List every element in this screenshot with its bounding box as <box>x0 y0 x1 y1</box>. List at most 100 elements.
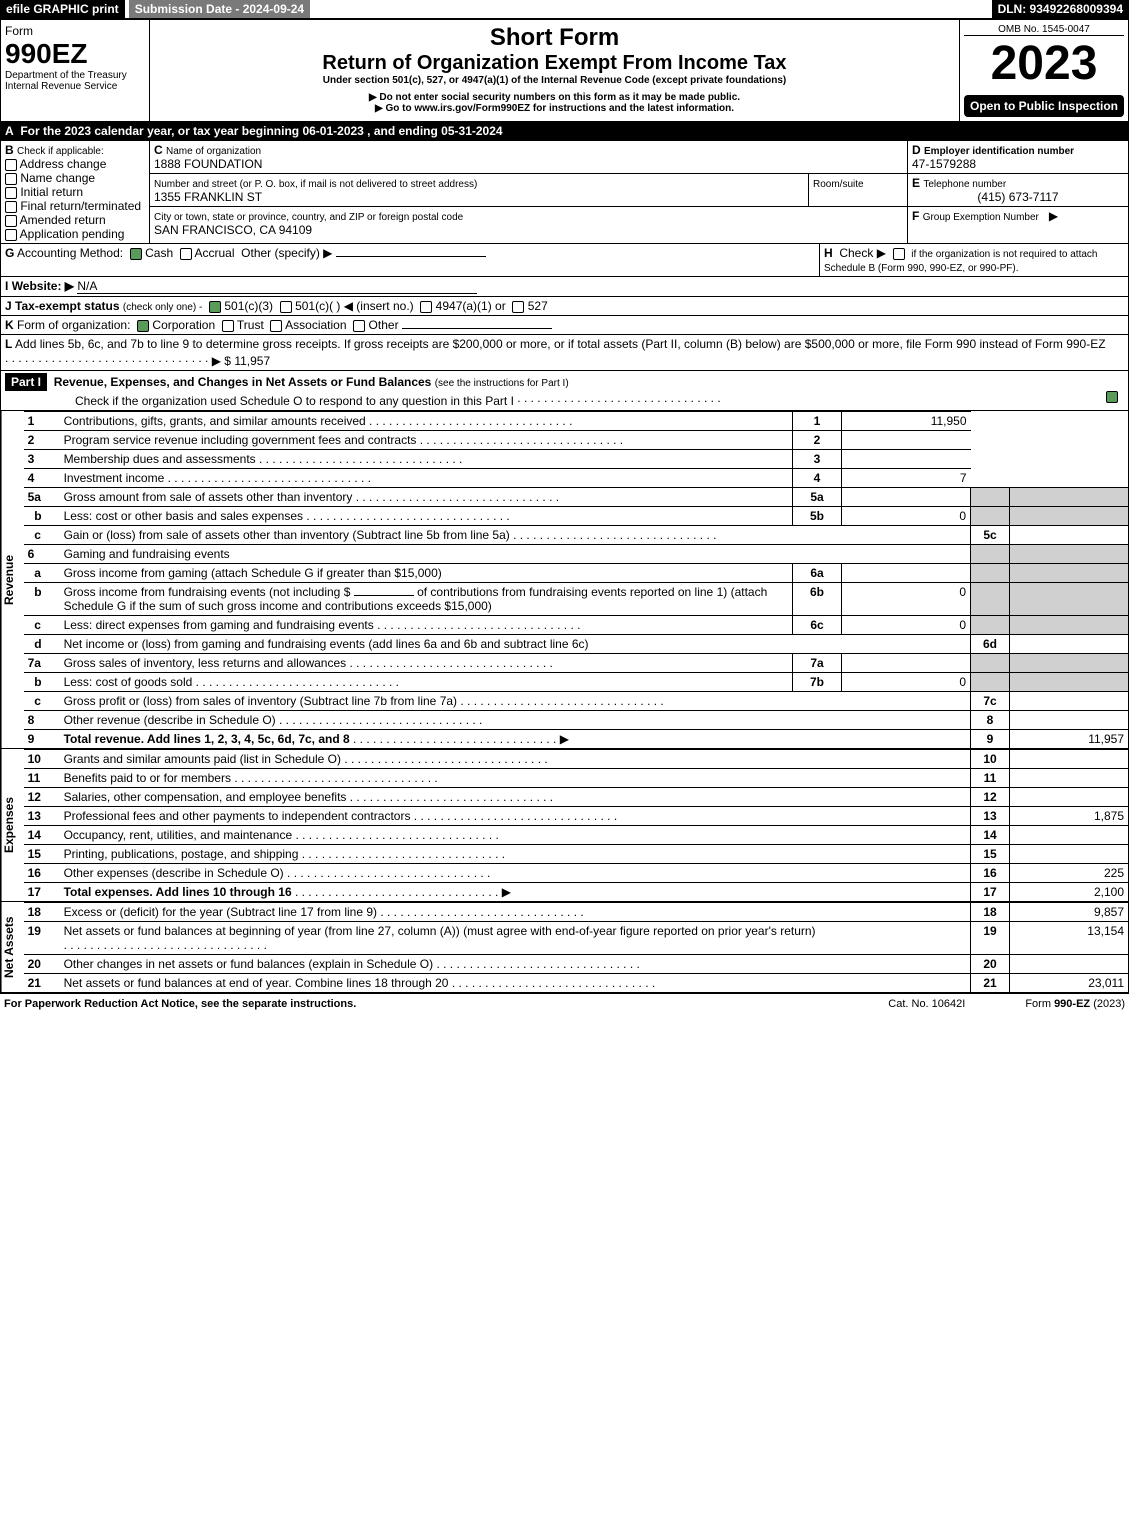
chk-application-pending[interactable] <box>5 229 17 241</box>
revenue-section: Revenue 1Contributions, gifts, grants, a… <box>0 411 1129 749</box>
chk-other-org[interactable] <box>353 320 365 332</box>
tax-exempt-label: Tax-exempt status <box>15 299 119 313</box>
expenses-table: 10Grants and similar amounts paid (list … <box>24 749 1128 901</box>
netassets-table: 18Excess or (deficit) for the year (Subt… <box>24 902 1128 992</box>
website-value: N/A <box>77 279 477 294</box>
omb-number: OMB No. 1545-0047 <box>964 24 1124 36</box>
section-i-label: I <box>5 279 8 293</box>
line-14-val <box>1010 826 1129 845</box>
line-8-val <box>1010 711 1129 730</box>
chk-trust[interactable] <box>222 320 234 332</box>
line-17-desc: Total expenses. Add lines 10 through 16 … <box>60 883 971 902</box>
line-6-desc: Gaming and fundraising events <box>60 545 971 564</box>
line-6b: bGross income from fundraising events (n… <box>24 583 1128 616</box>
line-5a-desc: Gross amount from sale of assets other t… <box>60 488 793 507</box>
line-13-desc: Professional fees and other payments to … <box>60 807 971 826</box>
chk-final-return-label: Final return/terminated <box>20 199 141 213</box>
chk-name-change[interactable] <box>5 173 17 185</box>
section-l: L Add lines 5b, 6c, and 7b to line 9 to … <box>0 335 1129 371</box>
chk-schedule-b[interactable] <box>893 248 905 260</box>
ein-label: Employer identification number <box>924 146 1074 157</box>
chk-4947[interactable] <box>420 301 432 313</box>
other-org-input[interactable] <box>402 328 552 329</box>
section-i: I Website: ▶ N/A <box>0 277 1129 297</box>
under-section: Under section 501(c), 527, or 4947(a)(1)… <box>154 75 955 86</box>
form-label: Form <box>5 24 145 38</box>
line-6d: dNet income or (loss) from gaming and fu… <box>24 635 1128 654</box>
chk-527[interactable] <box>512 301 524 313</box>
room-label: Room/suite <box>813 179 864 190</box>
city-label: City or town, state or province, country… <box>154 212 463 223</box>
line-6c-val: 0 <box>842 616 971 635</box>
chk-address-change[interactable] <box>5 159 17 171</box>
line-7c-val <box>1010 692 1129 711</box>
section-l-text: Add lines 5b, 6c, and 7b to line 9 to de… <box>15 337 1106 351</box>
line-6b-desc: Gross income from fundraising events (no… <box>60 583 793 616</box>
chk-501c[interactable] <box>280 301 292 313</box>
arrow-l: ▶ $ <box>212 354 231 368</box>
line-6c-desc: Less: direct expenses from gaming and fu… <box>60 616 793 635</box>
chk-corporation[interactable] <box>137 320 149 332</box>
section-g-label: G <box>5 246 14 260</box>
trust-label: Trust <box>237 318 264 332</box>
part1-check-text: Check if the organization used Schedule … <box>75 394 514 408</box>
line-6: 6Gaming and fundraising events <box>24 545 1128 564</box>
check-only-one: (check only one) - <box>123 302 202 313</box>
section-c-label: C <box>154 143 163 157</box>
line-7a-desc: Gross sales of inventory, less returns a… <box>60 654 793 673</box>
contrib-input[interactable] <box>354 595 414 596</box>
netassets-label: Net Assets <box>1 902 24 992</box>
chk-501c3[interactable] <box>209 301 221 313</box>
header-center: Short Form Return of Organization Exempt… <box>150 20 959 121</box>
line-4: 4Investment income47 <box>24 469 1128 488</box>
section-a-text: For the 2023 calendar year, or tax year … <box>20 124 502 138</box>
chk-cash[interactable] <box>130 248 142 260</box>
line-11-desc: Benefits paid to or for members <box>60 769 971 788</box>
chk-final-return[interactable] <box>5 201 17 213</box>
line-5b: bLess: cost or other basis and sales exp… <box>24 507 1128 526</box>
efile-print-button[interactable]: efile GRAPHIC print <box>0 0 125 18</box>
chk-accrual[interactable] <box>180 248 192 260</box>
section-j-label: J <box>5 299 12 313</box>
section-b-label: B <box>5 143 14 157</box>
tax-year: 2023 <box>964 36 1124 91</box>
phone: (415) 673-7117 <box>912 190 1124 204</box>
line-5b-desc: Less: cost or other basis and sales expe… <box>60 507 793 526</box>
line-7c: cGross profit or (loss) from sales of in… <box>24 692 1128 711</box>
line-18-val: 9,857 <box>1010 903 1129 922</box>
footer-cat: Cat. No. 10642I <box>888 998 965 1010</box>
section-d-label: D <box>912 143 921 157</box>
line-3-desc: Membership dues and assessments <box>60 450 793 469</box>
form-number: 990EZ <box>5 38 145 70</box>
section-h-check: Check ▶ <box>839 246 886 260</box>
chk-schedule-o[interactable] <box>1106 391 1118 403</box>
form-header: Form 990EZ Department of the Treasury In… <box>0 19 1129 122</box>
other-input[interactable] <box>336 256 486 257</box>
chk-amended-return[interactable] <box>5 215 17 227</box>
section-b-title: Check if applicable: <box>17 146 104 157</box>
accrual-label: Accrual <box>194 246 234 260</box>
line-6b-val: 0 <box>842 583 971 616</box>
line-10: 10Grants and similar amounts paid (list … <box>24 750 1128 769</box>
org-city: SAN FRANCISCO, CA 94109 <box>154 223 312 237</box>
line-6d-val <box>1010 635 1129 654</box>
part1-title: Revenue, Expenses, and Changes in Net As… <box>54 375 432 389</box>
line-9-val: 11,957 <box>1010 730 1129 749</box>
section-h-label: H <box>824 246 833 260</box>
section-l-label: L <box>5 337 12 351</box>
line-7a: 7aGross sales of inventory, less returns… <box>24 654 1128 673</box>
chk-initial-return[interactable] <box>5 187 17 199</box>
501c3-label: 501(c)(3) <box>224 299 273 313</box>
chk-association[interactable] <box>270 320 282 332</box>
line-7a-val <box>842 654 971 673</box>
submission-date: Submission Date - 2024-09-24 <box>129 0 310 18</box>
addr-label: Number and street (or P. O. box, if mail… <box>154 179 477 190</box>
line-19-val: 13,154 <box>1010 922 1129 955</box>
dots-p1 <box>517 391 720 405</box>
line-13: 13Professional fees and other payments t… <box>24 807 1128 826</box>
footer-right: Form 990-EZ (2023) <box>1025 998 1125 1010</box>
dln: DLN: 93492268009394 <box>992 0 1129 18</box>
line-18: 18Excess or (deficit) for the year (Subt… <box>24 903 1128 922</box>
other-specify: Other (specify) ▶ <box>241 246 332 260</box>
section-def: D Employer identification number 47-1579… <box>908 141 1128 243</box>
